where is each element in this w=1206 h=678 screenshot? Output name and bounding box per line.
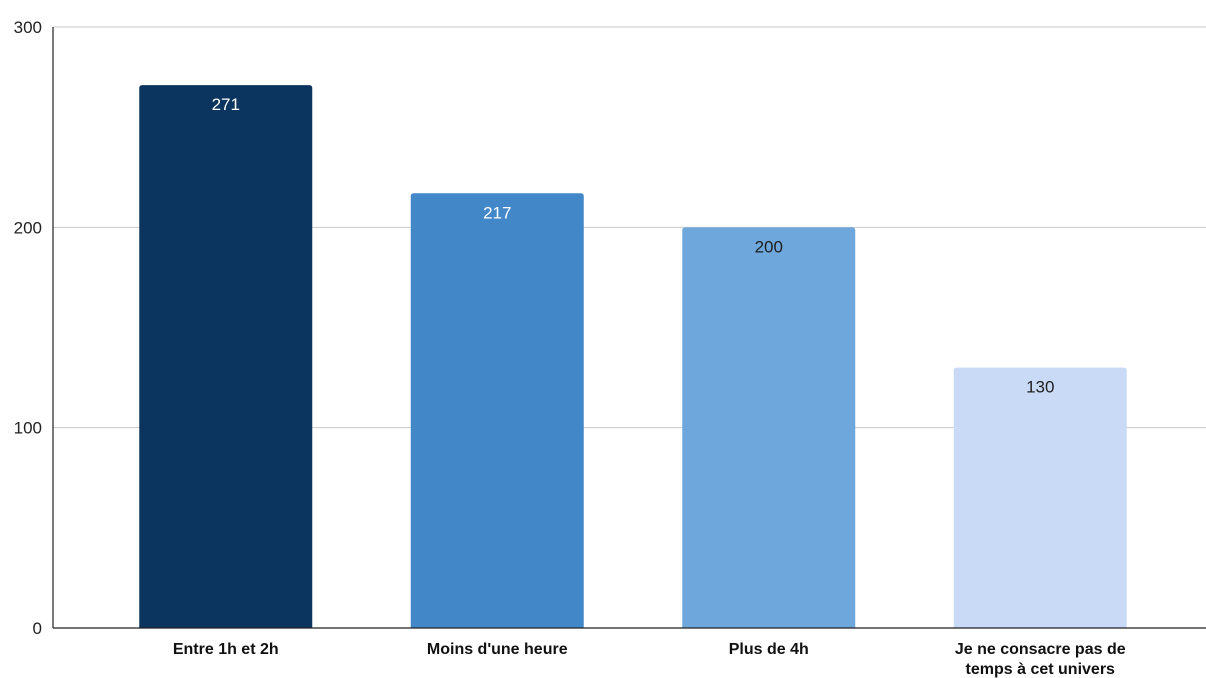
y-tick-label: 100: [14, 419, 42, 438]
bar-3: [953, 367, 1127, 628]
x-category-label: Je ne consacre pas de: [955, 641, 1126, 658]
x-category-label: Plus de 4h: [729, 641, 809, 658]
value-labels: 271 217 200 130: [212, 95, 1055, 396]
bar-value-label: 130: [1026, 378, 1054, 397]
bar-value-label: 217: [483, 203, 511, 222]
y-tick-label: 200: [14, 218, 42, 237]
y-tick-label: 0: [33, 619, 42, 638]
bar-value-label: 200: [755, 237, 783, 256]
bars: [139, 85, 1127, 629]
x-category-labels: Entre 1h et 2h Moins d'une heure Plus de 4…: [173, 641, 1126, 678]
bar-0: [139, 85, 313, 628]
x-category-label: Entre 1h et 2h: [173, 641, 279, 658]
bar-2: [682, 227, 856, 629]
axes: [52, 27, 1206, 629]
x-category-label: Moins d'une heure: [427, 641, 568, 658]
y-tick-label: 300: [14, 18, 42, 37]
y-tick-labels: 0 100 200 300: [14, 18, 42, 638]
bar-value-label: 271: [212, 95, 240, 114]
x-category-label: temps à cet univers: [966, 661, 1116, 678]
bar-1: [410, 193, 584, 628]
